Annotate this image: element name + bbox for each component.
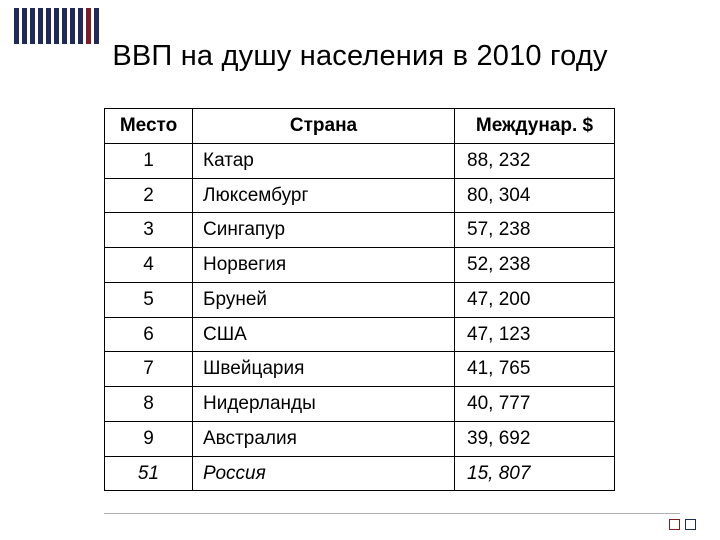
- stripe-icon: [86, 8, 91, 44]
- table-row: 5Бруней47, 200: [105, 282, 615, 317]
- stripe-icon: [14, 8, 19, 44]
- cell-value: 39, 692: [455, 421, 615, 456]
- cell-rank: 1: [105, 143, 193, 178]
- stripe-icon: [54, 8, 59, 44]
- cell-rank: 6: [105, 317, 193, 352]
- cell-country: Нидерланды: [193, 387, 455, 422]
- square-icon: [685, 519, 696, 530]
- col-header-rank: Место: [105, 109, 193, 144]
- table-row: 3Сингапур57, 238: [105, 213, 615, 248]
- cell-country: Россия: [193, 456, 455, 491]
- footer-rule: [104, 513, 680, 514]
- table-container: Место Страна Междунар. $ 1Катар88, 2322Л…: [104, 108, 614, 491]
- cell-value: 80, 304: [455, 178, 615, 213]
- table-row: 7Швейцария41, 765: [105, 352, 615, 387]
- stripe-icon: [46, 8, 51, 44]
- cell-value: 52, 238: [455, 248, 615, 283]
- table-row: 8Нидерланды40, 777: [105, 387, 615, 422]
- cell-rank: 7: [105, 352, 193, 387]
- bottom-right-squares: [669, 519, 696, 530]
- cell-country: Норвегия: [193, 248, 455, 283]
- cell-rank: 4: [105, 248, 193, 283]
- stripe-icon: [94, 8, 99, 44]
- table-row: 6США47, 123: [105, 317, 615, 352]
- gdp-table: Место Страна Междунар. $ 1Катар88, 2322Л…: [104, 108, 615, 491]
- cell-rank: 8: [105, 387, 193, 422]
- cell-value: 40, 777: [455, 387, 615, 422]
- col-header-value: Междунар. $: [455, 109, 615, 144]
- page-title: ВВП на душу населения в 2010 году: [0, 40, 720, 73]
- table-row: 4Норвегия52, 238: [105, 248, 615, 283]
- stripe-icon: [70, 8, 75, 44]
- col-header-country: Страна: [193, 109, 455, 144]
- cell-country: Сингапур: [193, 213, 455, 248]
- table-row: 2Люксембург80, 304: [105, 178, 615, 213]
- top-left-stripes: [14, 8, 99, 44]
- table-header-row: Место Страна Междунар. $: [105, 109, 615, 144]
- cell-country: Катар: [193, 143, 455, 178]
- slide: ВВП на душу населения в 2010 году Место …: [0, 0, 720, 540]
- stripe-icon: [62, 8, 67, 44]
- cell-rank: 3: [105, 213, 193, 248]
- table-row: 1Катар88, 232: [105, 143, 615, 178]
- cell-rank: 9: [105, 421, 193, 456]
- cell-value: 47, 123: [455, 317, 615, 352]
- cell-country: США: [193, 317, 455, 352]
- cell-value: 41, 765: [455, 352, 615, 387]
- cell-value: 88, 232: [455, 143, 615, 178]
- cell-rank: 5: [105, 282, 193, 317]
- stripe-icon: [30, 8, 35, 44]
- table-row: 51Россия15, 807: [105, 456, 615, 491]
- cell-country: Швейцария: [193, 352, 455, 387]
- stripe-icon: [78, 8, 83, 44]
- cell-rank: 51: [105, 456, 193, 491]
- cell-rank: 2: [105, 178, 193, 213]
- cell-value: 57, 238: [455, 213, 615, 248]
- stripe-icon: [22, 8, 27, 44]
- cell-country: Австралия: [193, 421, 455, 456]
- cell-value: 47, 200: [455, 282, 615, 317]
- stripe-icon: [38, 8, 43, 44]
- square-icon: [669, 519, 680, 530]
- cell-country: Бруней: [193, 282, 455, 317]
- cell-value: 15, 807: [455, 456, 615, 491]
- table-row: 9Австралия39, 692: [105, 421, 615, 456]
- cell-country: Люксембург: [193, 178, 455, 213]
